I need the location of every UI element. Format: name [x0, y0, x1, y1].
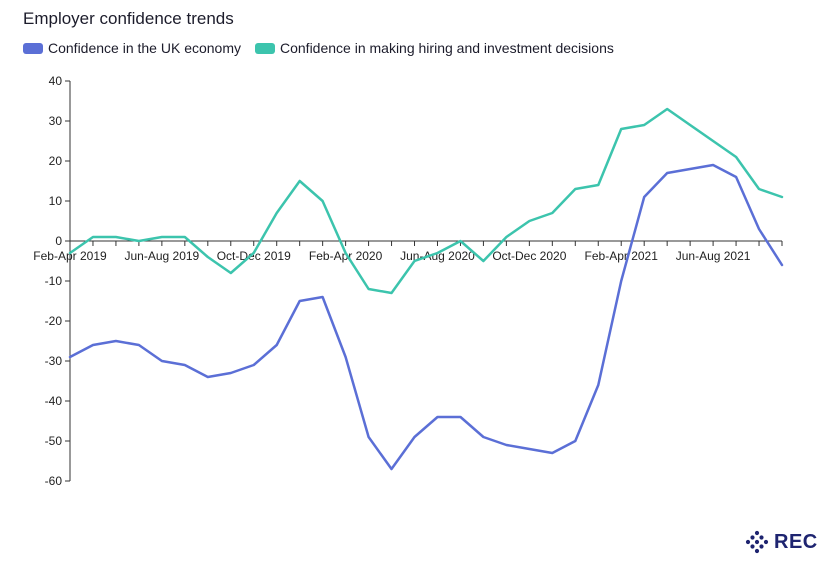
- logo-dot: [759, 544, 764, 549]
- x-tick-label: Feb-Apr 2020: [309, 249, 383, 263]
- chart-title: Employer confidence trends: [23, 9, 234, 28]
- legend-swatch-hiring-investment: [255, 42, 275, 54]
- logo-dot: [745, 539, 751, 545]
- legend-label-hiring-investment: Confidence in making hiring and investme…: [280, 40, 614, 56]
- logo-dot: [759, 535, 764, 540]
- series-line-uk-economy: [68, 163, 784, 471]
- y-tick-label: 10: [49, 194, 63, 208]
- legend-label-uk-economy: Confidence in the UK economy: [48, 40, 241, 56]
- rec-logo-text: REC: [774, 530, 818, 553]
- logo-dot: [754, 530, 760, 536]
- x-tick-label: Oct-Dec 2019: [217, 249, 291, 263]
- x-tick-label: Feb-Apr 2019: [33, 249, 107, 263]
- logo-dot: [763, 539, 769, 545]
- series-line-hiring-investment: [68, 107, 784, 295]
- chart-legend: Confidence in the UK economy Confidence …: [23, 40, 614, 56]
- legend-item-hiring-investment[interactable]: Confidence in making hiring and investme…: [255, 40, 614, 56]
- logo-dot: [754, 539, 760, 545]
- logo-dot: [750, 544, 755, 549]
- y-tick-label: -50: [45, 434, 63, 448]
- y-tick-label: -10: [45, 274, 63, 288]
- rec-logo: REC: [745, 530, 818, 554]
- x-tick-label: Jun-Aug 2021: [676, 249, 751, 263]
- legend-item-uk-economy[interactable]: Confidence in the UK economy: [23, 40, 241, 56]
- x-tick-label: Jun-Aug 2020: [400, 249, 475, 263]
- logo-dot: [750, 535, 755, 540]
- x-tick-label: Jun-Aug 2019: [125, 249, 200, 263]
- y-tick-label: 40: [49, 74, 63, 88]
- legend-swatch-uk-economy: [23, 42, 43, 54]
- y-tick-label: -40: [45, 394, 63, 408]
- y-tick-label: 20: [49, 154, 63, 168]
- x-tick-label: Feb-Apr 2021: [585, 249, 659, 263]
- y-tick-label: -30: [45, 354, 63, 368]
- logo-dot: [754, 548, 760, 554]
- y-tick-label: 30: [49, 114, 63, 128]
- x-tick-label: Oct-Dec 2020: [492, 249, 566, 263]
- y-tick-label: -20: [45, 314, 63, 328]
- y-tick-label: -60: [45, 474, 63, 488]
- y-tick-label: 0: [55, 234, 62, 248]
- rec-logo-icon: [745, 530, 769, 554]
